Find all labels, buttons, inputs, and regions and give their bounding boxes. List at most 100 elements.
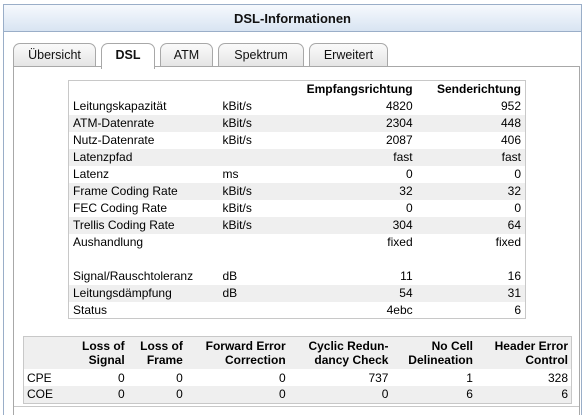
row-label: FEC Coding Rate: [73, 201, 168, 215]
value-tx: fixed: [495, 235, 521, 249]
row-unit: [219, 234, 283, 251]
counter-value: 0: [69, 386, 128, 403]
counter-value: 6: [475, 386, 572, 403]
table-row: Status 4ebc 6: [69, 302, 526, 319]
row-unit: dB: [218, 284, 283, 302]
column-header: Loss of Frame: [127, 336, 186, 369]
value-rx: 0: [405, 167, 413, 181]
value-tx: 64: [416, 216, 526, 234]
value-rx: 0: [405, 201, 413, 215]
table-row: Signal/Rauschtoleranz dB 11 16: [69, 268, 526, 285]
table-row: Nutz-Datenrate kBit/s 2087 406: [69, 132, 526, 149]
tab-spektrum[interactable]: Spektrum: [218, 43, 304, 67]
table-row: FEC Coding Rate kBit/s 0 0: [69, 200, 526, 217]
row-label: ATM-Datenrate: [68, 114, 219, 132]
column-header-line: dancy Check: [314, 353, 389, 367]
row-label: COE: [23, 386, 70, 403]
counter-value: 0: [117, 370, 125, 385]
value-rx: 32: [282, 182, 417, 200]
table-row: Latenz ms 0 0: [69, 166, 526, 183]
row-label: Latenz: [73, 167, 110, 181]
table-row: Leitungsdämpfung dB 54 31: [68, 284, 526, 302]
column-header: Header Error Control: [475, 336, 572, 369]
value-rx: 11: [400, 269, 413, 283]
row-label: Trellis Coding Rate: [68, 216, 219, 234]
tab-atm[interactable]: ATM: [160, 43, 213, 67]
value-tx: fast: [416, 148, 526, 166]
table-row: Aushandlung fixed fixed: [69, 234, 526, 251]
counter-value: 0: [278, 370, 286, 385]
column-header-line: Loss of: [140, 339, 183, 353]
error-counters-table: Loss of Signal Loss of Frame Forward Error Co…: [23, 336, 572, 404]
row-unit: kBit/s: [222, 99, 252, 113]
column-header: Loss of Signal: [69, 336, 128, 369]
row-unit: ms: [222, 167, 239, 181]
value-tx: 32: [416, 182, 526, 200]
column-header-line: Cyclic Redun-: [308, 339, 389, 353]
column-header-line: No Cell: [431, 339, 473, 353]
value-rx: 304: [282, 216, 417, 234]
table-header-row: Loss of Signal Loss of Frame Forward Error Co…: [23, 336, 572, 369]
column-header: Forward Error Correction: [185, 336, 289, 369]
value-tx: 406: [500, 133, 521, 147]
table-row: Latenzpfad fast fast: [68, 148, 526, 166]
value-tx: 31: [416, 284, 526, 302]
row-unit: dB: [222, 269, 238, 283]
table-row: Leitungskapazität kBit/s 4820 952: [69, 98, 526, 115]
column-header: Cyclic Redun-dancy Check: [288, 336, 392, 369]
tab-content: Empfangsrichtung Senderichtung Leitungsk…: [13, 66, 580, 415]
table-row: Trellis Coding Rate kBit/s 304 64: [68, 216, 526, 234]
row-label: Leitungskapazität: [73, 99, 167, 113]
column-header-tx: Senderichtung: [436, 82, 521, 97]
table-row: COE 0 0 0 0 6 6: [23, 386, 572, 403]
value-rx: 4820: [385, 99, 413, 113]
counter-value: 1: [466, 370, 473, 385]
column-header-rx: Empfangsrichtung: [306, 82, 413, 97]
value-tx: 16: [507, 269, 521, 283]
row-unit: kBit/s: [222, 201, 252, 215]
value-tx: 448: [416, 114, 526, 132]
value-tx: 0: [514, 201, 521, 215]
row-label: Aushandlung: [73, 235, 144, 249]
column-header-line: Header Error: [494, 339, 568, 353]
value-rx: fast: [282, 148, 417, 166]
value-tx: 0: [514, 167, 521, 181]
tab-uebersicht[interactable]: Übersicht: [13, 43, 96, 67]
panel-title: DSL-Informationen: [4, 5, 581, 32]
tab-dsl[interactable]: DSL: [101, 43, 155, 69]
table-row: ATM-Datenrate kBit/s 2304 448: [68, 114, 526, 132]
value-rx: 2304: [282, 114, 417, 132]
column-header-line: Frame: [146, 353, 183, 367]
value-rx: 2087: [385, 133, 413, 147]
column-header-line: Correction: [224, 353, 286, 367]
value-tx: 6: [514, 302, 521, 317]
row-label: Latenzpfad: [68, 148, 219, 166]
table-header-row: Empfangsrichtung Senderichtung: [69, 81, 526, 98]
dsl-info-panel: DSL-Informationen Übersicht DSL ATM Spek…: [3, 4, 582, 415]
counter-value: 0: [176, 370, 183, 385]
column-header-line: Control: [525, 353, 568, 367]
column-header-line: Forward Error: [205, 339, 286, 353]
table-row: Frame Coding Rate kBit/s 32 32: [68, 182, 526, 200]
counter-value: 6: [391, 386, 476, 403]
counter-value: 0: [127, 386, 186, 403]
counter-value: 328: [547, 370, 568, 385]
value-rx: fixed: [387, 235, 413, 249]
row-unit: [218, 148, 283, 166]
row-label: CPE: [27, 370, 52, 385]
row-unit: [219, 302, 283, 319]
value-rx: 4ebc: [386, 302, 413, 317]
row-label: Leitungsdämpfung: [68, 284, 219, 302]
column-header-line: Loss of: [82, 339, 125, 353]
counter-value: 0: [288, 386, 392, 403]
bottom-divider: [14, 406, 579, 415]
row-label: Frame Coding Rate: [68, 182, 219, 200]
value-tx: 952: [500, 99, 521, 113]
row-unit: kBit/s: [218, 216, 283, 234]
tab-erweitert[interactable]: Erweitert: [309, 43, 388, 67]
column-header-line: Signal: [88, 353, 125, 367]
column-header: No Cell Delineation: [391, 336, 476, 369]
row-unit: kBit/s: [218, 114, 283, 132]
counter-value: 737: [368, 370, 389, 385]
value-rx: 54: [282, 284, 417, 302]
